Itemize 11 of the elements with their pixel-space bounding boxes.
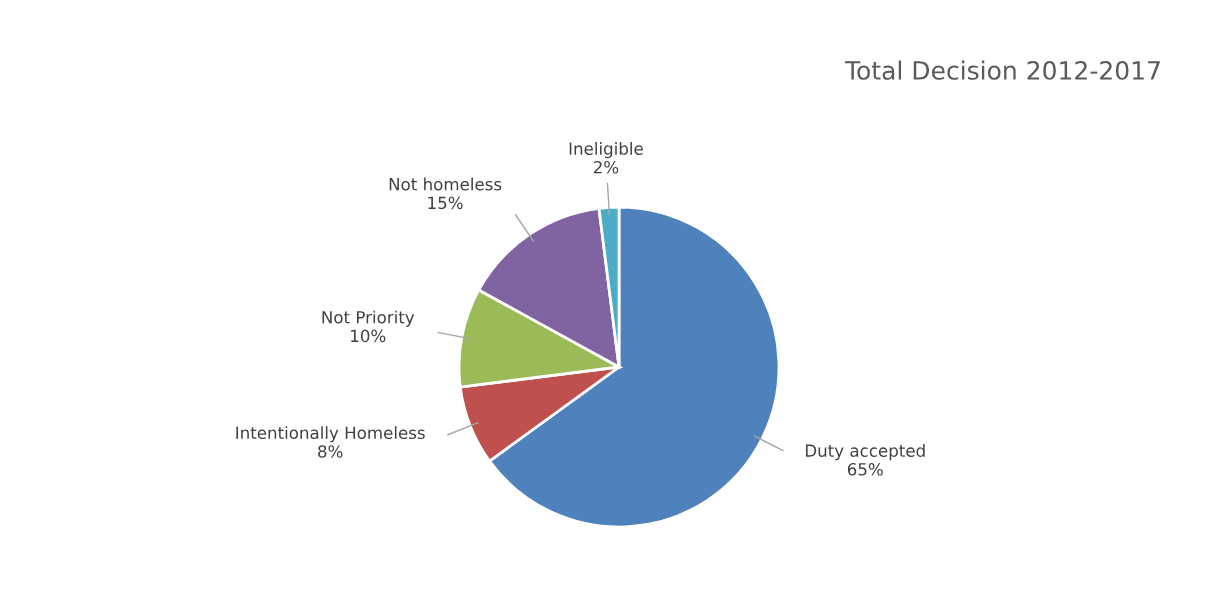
data-label: 8% (318, 445, 343, 458)
data-label: 15% (428, 196, 463, 210)
slice-label: Duty accepted (805, 444, 925, 461)
data-label: 2% (593, 160, 619, 174)
slice-label: Ineligible (569, 142, 643, 159)
slice-label: Not Priority (322, 310, 415, 327)
data-label: 65% (847, 462, 883, 476)
slice-label: Intentionally Homeless (236, 426, 425, 443)
data-label: 10% (351, 329, 386, 343)
slice-label: Not homeless (389, 177, 502, 191)
text: Total Decision 2012-2017 (844, 60, 1160, 80)
